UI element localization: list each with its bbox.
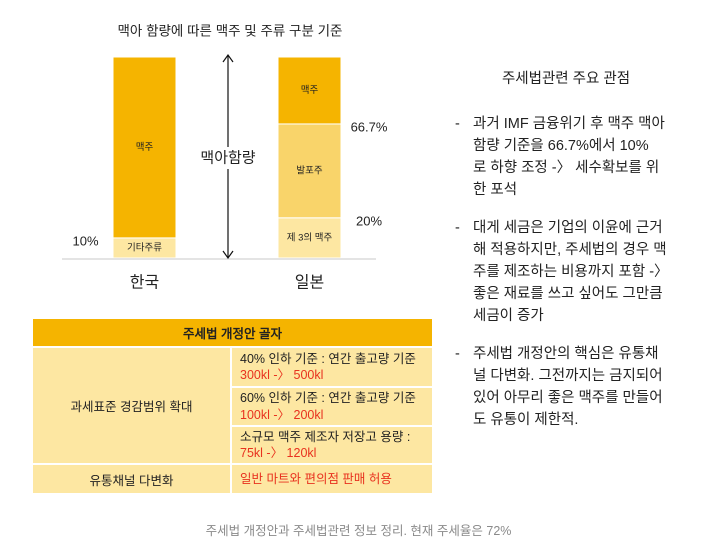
tax-item-text: 40% 인하 기준 : 연간 출고량 기준: [240, 351, 416, 366]
tax-item-text: 소규모 맥주 제조자 저장고 용량 :: [240, 429, 411, 444]
channel-row-label: 유통채널 다변화: [33, 465, 230, 493]
tax-item-change: 100kl -〉 200kl: [240, 407, 324, 422]
chart-title: 맥아 함량에 따른 맥주 및 주류 구분 기준: [118, 24, 343, 39]
bar-1-segment-2-label: 맥주: [136, 142, 154, 153]
bullet-line: 과거 IMF 금융위기 후 맥주 맥아: [473, 116, 665, 132]
tax-revision-table: 주세법 개정안 골자 과세표준 경감범위 확대 40% 인하 기준 : 연간 출…: [33, 319, 432, 493]
tax-item: 40% 인하 기준 : 연간 출고량 기준 300kl -〉 500kl: [232, 348, 432, 386]
channel-item-value: 일반 마트와 편의점 판매 허용: [240, 471, 392, 486]
bar-2-segment-1-label: 제 3의 맥주: [287, 232, 333, 243]
bullet-item: - 대게 세금은 기업의 이윤에 근거 해 적용하지만, 주세법의 경우 맥 주…: [455, 217, 713, 327]
table-header: 주세법 개정안 골자: [33, 319, 432, 346]
bullet-line: 한 포석: [473, 182, 518, 198]
bullet-line: 좋은 재료를 쓰고 싶어도 그만큼: [473, 286, 663, 302]
arrow-label: 맥아함량: [200, 150, 255, 167]
bullet-line: 해 적용하지만, 주세법의 경우 맥: [473, 242, 667, 258]
bullet-line: 세금이 증가: [473, 308, 544, 324]
malt-content-arrow: 맥아함량: [195, 53, 261, 260]
bullet-line: 주를 제조하는 비용까지 포함 -〉: [473, 264, 669, 280]
malt-content-chart: 맥아 함량에 따른 맥주 및 주류 구분 기준 맥아함량 기타주류 맥주제 3의 …: [62, 24, 388, 292]
tax-item-change: 300kl -〉 500kl: [240, 368, 324, 382]
bar-1-segment-2: [112, 56, 177, 239]
threshold-label-2: 66.7%: [351, 119, 388, 134]
threshold-label-3: 20%: [356, 213, 382, 228]
threshold-label-1: 10%: [72, 233, 98, 248]
bar-1-segment-1-label: 기타주류: [127, 242, 162, 253]
bullet-line: 로 하향 조정 -〉 세수확보를 위: [473, 160, 660, 176]
bullet-dash: -: [455, 116, 460, 132]
bar-2-segment-3: [277, 56, 342, 125]
tax-item-change: 75kl -〉 120kl: [240, 446, 317, 460]
channel-item: 일반 마트와 편의점 판매 허용: [232, 465, 432, 493]
arrow-up-icon: [222, 53, 234, 63]
bullet-line: 도 유통이 제한적.: [473, 412, 579, 428]
tax-item: 소규모 맥주 제조자 저장고 용량 : 75kl -〉 120kl: [232, 427, 432, 463]
bullet-line: 널 다변화. 그전까지는 금지되어: [473, 368, 663, 384]
bullet-line: 주세법 개정안의 핵심은 유통채: [473, 346, 659, 362]
bullet-line: 함량 기준을 66.7%에서 10%: [473, 138, 649, 154]
tax-row-label: 과세표준 경감범위 확대: [33, 348, 230, 463]
bar-2-segment-2: [277, 123, 342, 219]
category-label-2: 일본: [295, 274, 324, 292]
bullet-item: - 과거 IMF 금융위기 후 맥주 맥아 함량 기준을 66.7%에서 10%…: [455, 113, 713, 201]
arrow-down-icon: [222, 250, 234, 260]
bullet-dash: -: [455, 220, 460, 236]
bullet-line: 대게 세금은 기업의 이윤에 근거: [473, 220, 663, 236]
bullet-dash: -: [455, 346, 460, 362]
bars-layer: [112, 56, 342, 259]
bar-2-segment-2-label: 발포주: [296, 165, 322, 176]
tax-item-text: 60% 인하 기준 : 연간 출고량 기준: [240, 391, 416, 405]
bar-2-segment-3-label: 맥주: [301, 85, 319, 96]
bullet-line: 있어 아무리 좋은 맥주를 만들어: [473, 390, 663, 406]
arrow-label-background: [195, 147, 261, 169]
caption: 주세법 개정안과 주세법관련 정보 정리. 현재 주세율은 72%: [205, 524, 512, 538]
category-label-1: 한국: [130, 274, 159, 292]
panel-heading: 주세법관련 주요 관점: [501, 71, 631, 87]
tax-item: 60% 인하 기준 : 연간 출고량 기준 100kl -〉 200kl: [232, 388, 432, 425]
bullet-item: - 주세법 개정안의 핵심은 유통채 널 다변화. 그전까지는 금지되어 있어 …: [455, 343, 713, 431]
bullet-list: - 과거 IMF 금융위기 후 맥주 맥아 함량 기준을 66.7%에서 10%…: [455, 113, 713, 447]
